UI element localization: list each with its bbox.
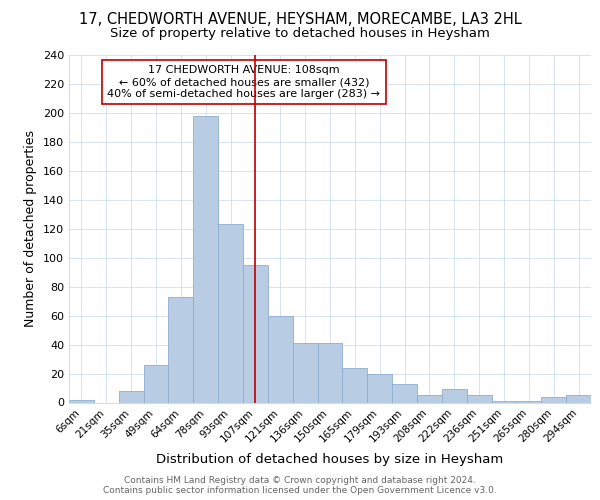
Bar [317, 343, 343, 402]
Bar [69, 400, 94, 402]
Bar [293, 343, 317, 402]
Bar [517, 401, 541, 402]
Bar [566, 396, 591, 402]
Bar [343, 368, 367, 402]
Bar [541, 396, 566, 402]
Bar [392, 384, 417, 402]
Text: Contains public sector information licensed under the Open Government Licence v3: Contains public sector information licen… [103, 486, 497, 495]
Text: 17 CHEDWORTH AVENUE: 108sqm
← 60% of detached houses are smaller (432)
40% of se: 17 CHEDWORTH AVENUE: 108sqm ← 60% of det… [107, 66, 380, 98]
Bar [143, 365, 169, 403]
Bar [193, 116, 218, 403]
Bar [268, 316, 293, 402]
Bar [169, 297, 193, 403]
Text: 17, CHEDWORTH AVENUE, HEYSHAM, MORECAMBE, LA3 2HL: 17, CHEDWORTH AVENUE, HEYSHAM, MORECAMBE… [79, 12, 521, 28]
Y-axis label: Number of detached properties: Number of detached properties [25, 130, 37, 327]
Bar [243, 265, 268, 402]
Bar [119, 391, 143, 402]
Bar [367, 374, 392, 402]
Text: Size of property relative to detached houses in Heysham: Size of property relative to detached ho… [110, 28, 490, 40]
Bar [218, 224, 243, 402]
Bar [442, 390, 467, 402]
X-axis label: Distribution of detached houses by size in Heysham: Distribution of detached houses by size … [157, 452, 503, 466]
Bar [467, 396, 491, 402]
Text: Contains HM Land Registry data © Crown copyright and database right 2024.: Contains HM Land Registry data © Crown c… [124, 476, 476, 485]
Bar [491, 401, 517, 402]
Bar [417, 396, 442, 402]
